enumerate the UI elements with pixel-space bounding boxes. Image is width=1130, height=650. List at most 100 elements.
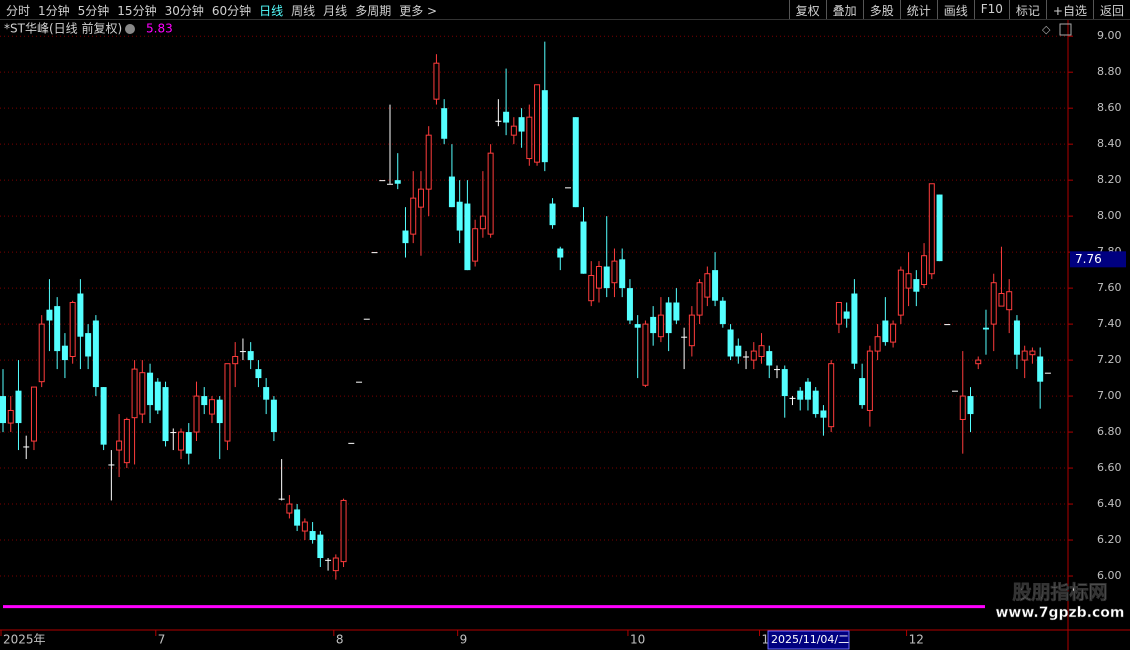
x-tick-label: 10: [630, 633, 645, 647]
tool-button[interactable]: 多股: [862, 0, 900, 19]
candle-body: [270, 399, 277, 433]
period-tab[interactable]: 30分钟: [164, 4, 204, 18]
candle-body: [185, 432, 192, 454]
crosshair-date-box: [767, 630, 850, 650]
candle-body: [642, 323, 649, 386]
candle-body: [54, 306, 61, 352]
x-tick-label: 8: [336, 633, 344, 647]
tool-button[interactable]: +自选: [1045, 0, 1093, 19]
candle-body: [0, 396, 6, 424]
candle-body: [998, 293, 1005, 307]
y-tick-label: 6.80: [1097, 425, 1122, 438]
candle-body: [719, 300, 726, 325]
candle-body: [317, 534, 324, 559]
candle-body: [201, 396, 208, 406]
candle-body: [913, 279, 920, 292]
candle-body: [820, 410, 827, 418]
icon: [1059, 23, 1072, 36]
y-tick-label: 6.40: [1097, 497, 1122, 510]
tool-button[interactable]: 统计: [899, 0, 937, 19]
candle-body: [487, 152, 494, 235]
y-tick-label: 7.60: [1097, 281, 1122, 294]
candle-body: [743, 356, 750, 358]
candle-body: [216, 399, 223, 424]
candle-body: [69, 302, 76, 357]
candle-body: [905, 273, 912, 289]
period-tab[interactable]: 周线: [291, 4, 316, 18]
candle-body: [363, 318, 370, 320]
candle-body: [15, 390, 22, 424]
tool-button[interactable]: 叠加: [825, 0, 863, 19]
candle-body: [595, 266, 602, 289]
candle-body: [325, 559, 332, 561]
y-tick-label: 8.20: [1097, 173, 1122, 186]
candle-body: [247, 351, 254, 361]
candle-body: [874, 336, 881, 352]
candle-body: [441, 108, 448, 139]
x-tick-label: 7: [158, 633, 166, 647]
candle-body: [619, 259, 626, 289]
candle-body: [936, 194, 943, 262]
candle-body: [394, 180, 401, 184]
candle-body: [1021, 350, 1028, 361]
period-tab[interactable]: 月线: [323, 4, 348, 18]
candle-body: [921, 255, 928, 286]
tool-button[interactable]: 返回: [1092, 0, 1130, 19]
tool-button[interactable]: 复权: [788, 0, 826, 19]
tool-button[interactable]: 标记: [1008, 0, 1046, 19]
chart: *ST华峰(日线 前复权) 5.83 ◇ 9.00 8.80 8.60 8.40 8.2…: [0, 20, 1130, 650]
y-tick-label: 6.00: [1097, 569, 1122, 582]
period-tab[interactable]: 15分钟: [117, 4, 157, 18]
crosshair-price: 7.76: [1075, 252, 1102, 266]
candle-body: [565, 187, 572, 189]
candle-body: [61, 345, 68, 361]
tool-button[interactable]: F10: [973, 0, 1009, 19]
period-tab[interactable]: 60分钟: [211, 4, 252, 18]
candle-body: [170, 432, 177, 434]
candle-body: [580, 221, 587, 274]
crosshair-date: 2025/11/04/二: [771, 633, 849, 646]
candle-body: [727, 329, 734, 357]
candle-body: [1029, 350, 1036, 356]
candle-body: [379, 180, 386, 182]
candle-body: [657, 314, 664, 338]
candle-body: [804, 381, 811, 400]
candle-body: [309, 531, 316, 541]
candle-body: [603, 266, 610, 289]
period-tab[interactable]: 分时: [6, 4, 31, 18]
candle-body: [944, 324, 951, 326]
candle-body: [294, 509, 301, 526]
period-tab[interactable]: 更多 >: [399, 4, 438, 18]
candle-body: [510, 125, 517, 136]
crosshair-price-box: [1070, 251, 1126, 268]
candle-body: [278, 498, 285, 500]
candle-body: [332, 557, 339, 572]
candle-body: [534, 84, 541, 163]
candle-body: [116, 440, 123, 451]
candle-body: [572, 117, 579, 208]
candle-body: [224, 363, 231, 442]
candle-body: [828, 363, 835, 428]
candle-body: [178, 431, 185, 451]
tool-button[interactable]: 画线: [936, 0, 974, 19]
period-tab[interactable]: 5分钟: [77, 4, 110, 18]
period-tab[interactable]: 多周期: [355, 4, 392, 18]
candle-body: [1013, 320, 1020, 355]
candle-body: [758, 345, 765, 357]
candle-body: [147, 372, 154, 406]
candle-body: [255, 369, 262, 379]
candle-body: [139, 372, 146, 415]
candle-body: [843, 311, 850, 319]
candle-body: [526, 116, 533, 160]
icon: [125, 24, 135, 34]
candle-body: [588, 275, 595, 302]
period-tab[interactable]: 日线: [259, 4, 284, 18]
candle-body: [46, 309, 53, 321]
candle-body: [859, 378, 866, 406]
y-tick-label: 8.60: [1097, 101, 1122, 114]
candle-body: [77, 293, 84, 337]
period-tab[interactable]: 1分钟: [38, 4, 70, 18]
tool-buttons: 复权 叠加 多股 统计 画线 F10 标记 +自选 返回: [788, 0, 1130, 19]
candle-body: [123, 418, 130, 464]
chart-title: *ST华峰(日线 前复权): [4, 21, 122, 36]
